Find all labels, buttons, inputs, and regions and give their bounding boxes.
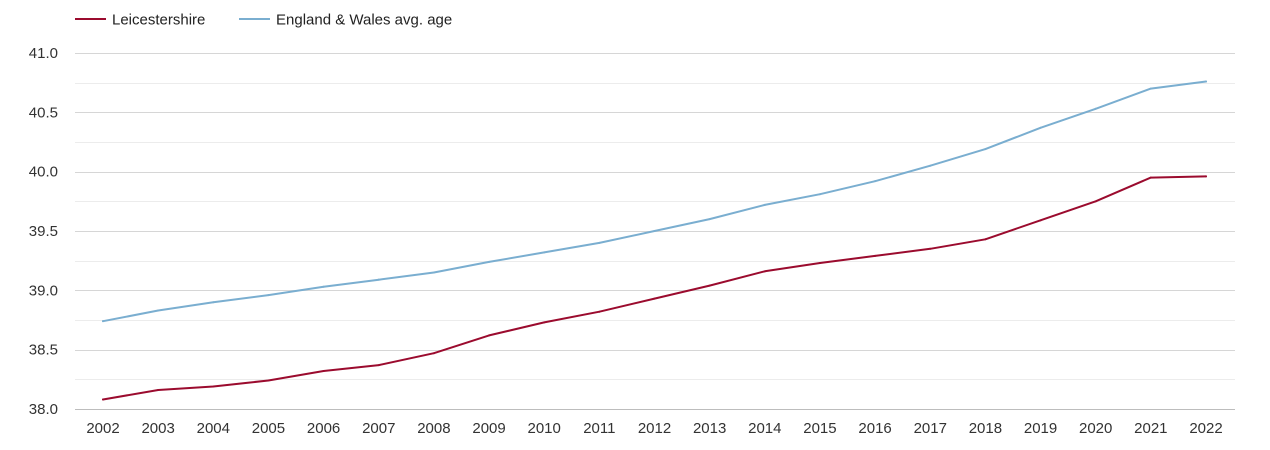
x-tick-label: 2009 — [472, 420, 505, 437]
data-point-england-wales — [1039, 126, 1042, 129]
data-point-england-wales — [984, 148, 987, 151]
data-point-leicestershire — [1149, 176, 1152, 179]
data-point-leicestershire — [874, 254, 877, 257]
y-tick-label: 38.5 — [29, 342, 58, 359]
y-tick-label: 40.0 — [29, 164, 58, 181]
data-point-england-wales — [1205, 80, 1207, 83]
y-tick-label: 39.0 — [29, 282, 58, 299]
x-tick-label: 2002 — [86, 420, 119, 437]
data-point-england-wales — [212, 301, 215, 304]
data-point-england-wales — [1094, 107, 1097, 110]
data-point-england-wales — [432, 271, 435, 274]
data-point-leicestershire — [157, 389, 160, 392]
y-tick-label: 40.5 — [29, 104, 58, 121]
data-point-leicestershire — [322, 370, 325, 373]
data-point-leicestershire — [818, 262, 821, 265]
data-point-england-wales — [377, 278, 380, 281]
y-tick-label: 39.5 — [29, 223, 58, 240]
x-tick-label: 2016 — [858, 420, 891, 437]
x-tick-label: 2019 — [1024, 420, 1057, 437]
x-tick-label: 2003 — [141, 420, 174, 437]
data-point-leicestershire — [763, 270, 766, 273]
data-point-england-wales — [157, 309, 160, 312]
data-point-england-wales — [763, 203, 766, 206]
legend: Leicestershire England & Wales avg. age — [75, 12, 452, 29]
x-tick-label: 2013 — [693, 420, 726, 437]
gridlines — [75, 53, 1235, 410]
y-tick-label: 38.0 — [29, 401, 58, 418]
data-point-england-wales — [653, 230, 656, 232]
data-point-leicestershire — [929, 247, 932, 250]
data-point-leicestershire — [1205, 175, 1207, 178]
x-tick-label: 2018 — [969, 420, 1002, 437]
x-tick-label: 2004 — [197, 420, 230, 437]
data-point-leicestershire — [432, 352, 435, 355]
data-point-leicestershire — [102, 398, 104, 401]
data-point-leicestershire — [212, 385, 215, 388]
y-tick-label: 41.0 — [29, 45, 58, 62]
data-point-leicestershire — [267, 379, 270, 382]
x-tick-label: 2014 — [748, 420, 781, 437]
data-point-leicestershire — [377, 364, 380, 367]
x-tick-label: 2007 — [362, 420, 395, 437]
x-tick-label: 2015 — [803, 420, 836, 437]
data-point-england-wales — [598, 241, 601, 244]
data-point-leicestershire — [598, 310, 601, 313]
x-tick-label: 2010 — [528, 420, 561, 437]
x-axis: 2002 2003 2004 2005 2006 2007 2008 2009 2010 2011… — [86, 420, 1222, 437]
data-point-england-wales — [874, 180, 877, 183]
x-tick-label: 2011 — [583, 420, 615, 437]
x-tick-label: 2006 — [307, 420, 340, 437]
data-point-england-wales — [488, 260, 491, 263]
data-point-leicestershire — [984, 238, 987, 241]
series-line-leicestershire — [102, 175, 1207, 401]
x-tick-label: 2022 — [1189, 420, 1222, 437]
data-point-england-wales — [818, 193, 821, 196]
data-point-leicestershire — [543, 321, 546, 324]
x-tick-label: 2017 — [914, 420, 947, 437]
data-point-england-wales — [929, 164, 932, 167]
data-point-england-wales — [267, 294, 270, 297]
legend-label-leicestershire: Leicestershire — [112, 12, 205, 29]
data-point-england-wales — [102, 320, 104, 323]
x-tick-label: 2008 — [417, 420, 450, 437]
data-point-england-wales — [708, 218, 711, 221]
data-point-england-wales — [543, 251, 546, 254]
legend-label-england-wales: England & Wales avg. age — [276, 12, 452, 29]
x-tick-label: 2021 — [1134, 420, 1167, 437]
data-point-leicestershire — [488, 334, 491, 337]
data-point-leicestershire — [1039, 219, 1042, 222]
data-point-leicestershire — [1094, 200, 1097, 203]
data-point-england-wales — [1149, 87, 1152, 90]
data-point-leicestershire — [653, 297, 656, 300]
x-tick-label: 2012 — [638, 420, 671, 437]
y-axis: 38.0 38.5 39.0 39.5 40.0 40.5 41.0 — [29, 45, 58, 418]
data-point-leicestershire — [708, 284, 711, 287]
data-point-england-wales — [322, 285, 325, 288]
series-layer — [102, 80, 1207, 401]
x-tick-label: 2005 — [252, 420, 285, 437]
x-tick-label: 2020 — [1079, 420, 1112, 437]
